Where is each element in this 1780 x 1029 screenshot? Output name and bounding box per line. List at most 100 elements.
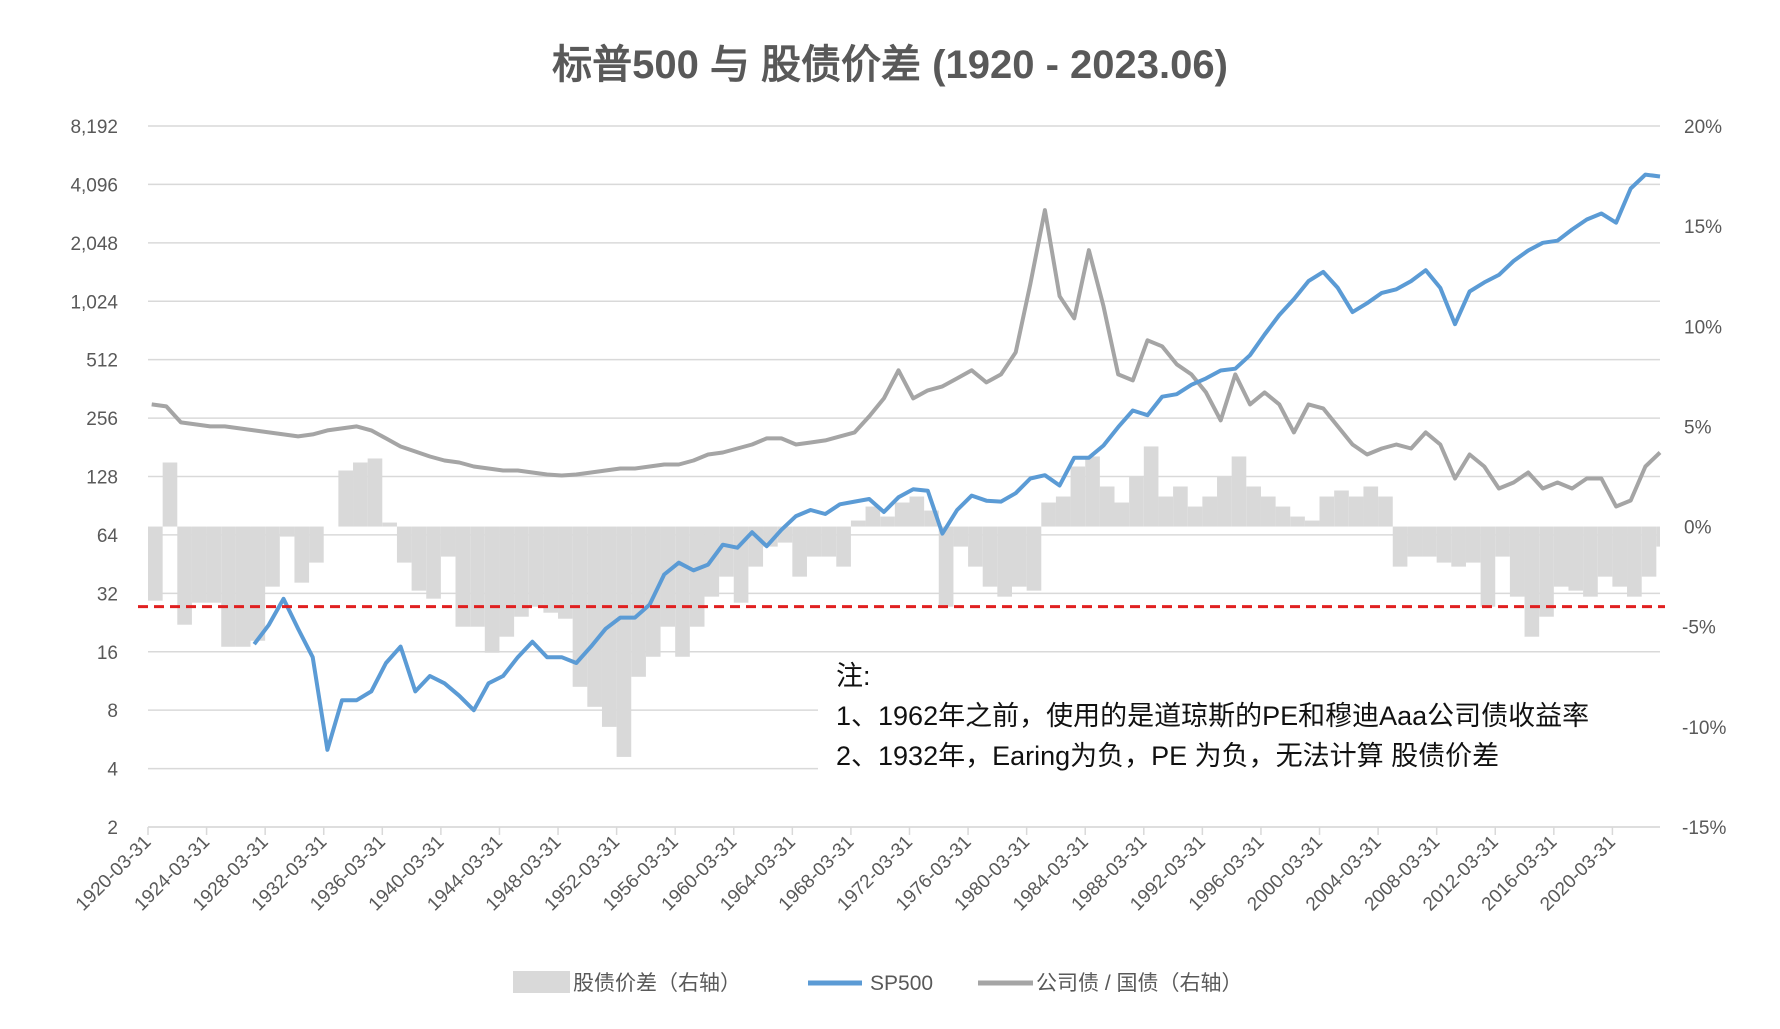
spread-bar <box>968 526 983 567</box>
spread-bar <box>1436 526 1452 563</box>
spread-bar <box>675 526 690 657</box>
spread-bar <box>1348 496 1364 527</box>
spread-bar <box>1363 486 1379 527</box>
spread-bar <box>1041 502 1056 527</box>
annotation: 注: 1、1962年之前，使用的是道琼斯的PE和穆迪Aaa公司债收益率 2、19… <box>836 661 1589 771</box>
spread-bar <box>631 526 646 677</box>
spread-bar <box>1422 526 1437 557</box>
spread-bar <box>1568 526 1584 591</box>
spread-bar <box>1304 520 1320 527</box>
spread-bar <box>1275 506 1291 527</box>
left-tick-label: 8 <box>107 701 118 722</box>
spread-bar <box>367 458 383 527</box>
left-tick-label: 4,096 <box>70 175 118 196</box>
spread-bar <box>1378 496 1393 527</box>
spread-bar <box>191 526 207 603</box>
spread-bar <box>162 462 178 527</box>
left-tick-label: 1,024 <box>70 292 118 313</box>
spread-bar <box>1026 526 1042 591</box>
left-tick-label: 128 <box>86 468 118 489</box>
spread-bar <box>1217 476 1232 527</box>
spread-bar <box>1319 496 1335 527</box>
left-tick-label: 4 <box>107 760 118 781</box>
spread-bar <box>1246 486 1261 527</box>
spread-bar <box>338 470 354 527</box>
spread-bar <box>1290 516 1305 527</box>
spread-bar <box>1392 526 1408 567</box>
left-tick-label: 64 <box>97 526 119 547</box>
spread-bar <box>616 526 632 757</box>
spread-bar <box>880 516 895 527</box>
legend-label-ratio: 公司债 / 国债（右轴） <box>1036 972 1243 995</box>
spread-bar <box>1451 526 1466 567</box>
left-tick-label: 2,048 <box>70 234 118 255</box>
spread-bar <box>426 526 441 599</box>
x-axis: 1920-03-311924-03-311928-03-311932-03-31… <box>72 826 1660 915</box>
right-tick-label: 20% <box>1684 117 1722 138</box>
spread-bar <box>1158 496 1174 527</box>
spread-bar <box>1202 496 1218 527</box>
left-tick-label: 16 <box>97 643 118 664</box>
spread-bar <box>294 526 310 583</box>
spread-bar <box>1509 526 1525 597</box>
left-tick-label: 32 <box>97 584 118 605</box>
spread-bar <box>455 526 471 627</box>
spread-bar <box>982 526 998 587</box>
spread-bar <box>1612 526 1628 587</box>
spread-bar <box>763 526 778 547</box>
chart-title: 标普500 与 股债价差 (1920 - 2023.06) <box>552 43 1228 87</box>
spread-bar <box>309 526 324 563</box>
spread-bar <box>1641 526 1657 577</box>
spread-bar <box>1114 502 1130 527</box>
spread-bar <box>865 506 881 527</box>
note-line-2: 2、1932年，Earing为负，PE 为负，无法计算 股债价差 <box>836 741 1499 771</box>
spread-bar <box>1187 506 1203 527</box>
spread-bar <box>177 526 192 625</box>
left-tick-label: 2 <box>107 818 118 839</box>
left-tick-label: 512 <box>86 351 118 372</box>
spread-bar <box>279 526 295 537</box>
spread-bar <box>806 526 822 557</box>
spread-bar <box>1524 526 1540 637</box>
series-lines <box>151 172 1662 752</box>
spread-bar <box>543 526 559 613</box>
spread-bar <box>850 520 866 527</box>
spread-bar <box>1231 456 1247 527</box>
right-tick-label: 5% <box>1684 417 1712 438</box>
spread-bar <box>997 526 1012 597</box>
spread-bar <box>206 526 222 603</box>
spread-bar <box>1495 526 1510 557</box>
spread-bar <box>1085 456 1100 527</box>
spread-bar <box>1627 526 1642 597</box>
spread-bar <box>821 526 837 557</box>
spread-bar <box>1583 526 1598 597</box>
spread-bar <box>235 526 251 647</box>
spread-bar <box>1012 526 1027 587</box>
spread-bars <box>148 446 1660 757</box>
spread-bar <box>470 526 485 627</box>
spread-bar <box>938 526 954 607</box>
spread-bar <box>894 502 910 527</box>
legend: 股债价差（右轴） SP500 公司债 / 国债（右轴） <box>513 971 1243 995</box>
spread-bar <box>499 526 515 637</box>
spread-bar <box>1656 526 1660 547</box>
spread-bar <box>1334 490 1349 527</box>
spread-bar <box>440 526 456 557</box>
spread-bar <box>1129 476 1144 527</box>
spread-bar <box>558 526 573 619</box>
legend-swatch-spread <box>513 971 570 993</box>
spread-bar <box>1260 496 1276 527</box>
spread-bar <box>1407 526 1423 557</box>
spread-bar <box>953 526 969 547</box>
spread-bar <box>1055 496 1071 527</box>
right-tick-label: 0% <box>1684 518 1712 539</box>
sp500-line <box>252 172 1661 752</box>
right-tick-label: 15% <box>1684 217 1722 238</box>
spread-bar <box>382 522 397 527</box>
note-heading: 注: <box>836 661 871 691</box>
left-axis: 8,192 4,096 2,048 1,024 512 256 128 64 32 16 8 4 2 <box>70 117 118 839</box>
spread-bar <box>1070 466 1086 527</box>
right-tick-label: 10% <box>1684 317 1722 338</box>
spread-bar <box>396 526 412 563</box>
